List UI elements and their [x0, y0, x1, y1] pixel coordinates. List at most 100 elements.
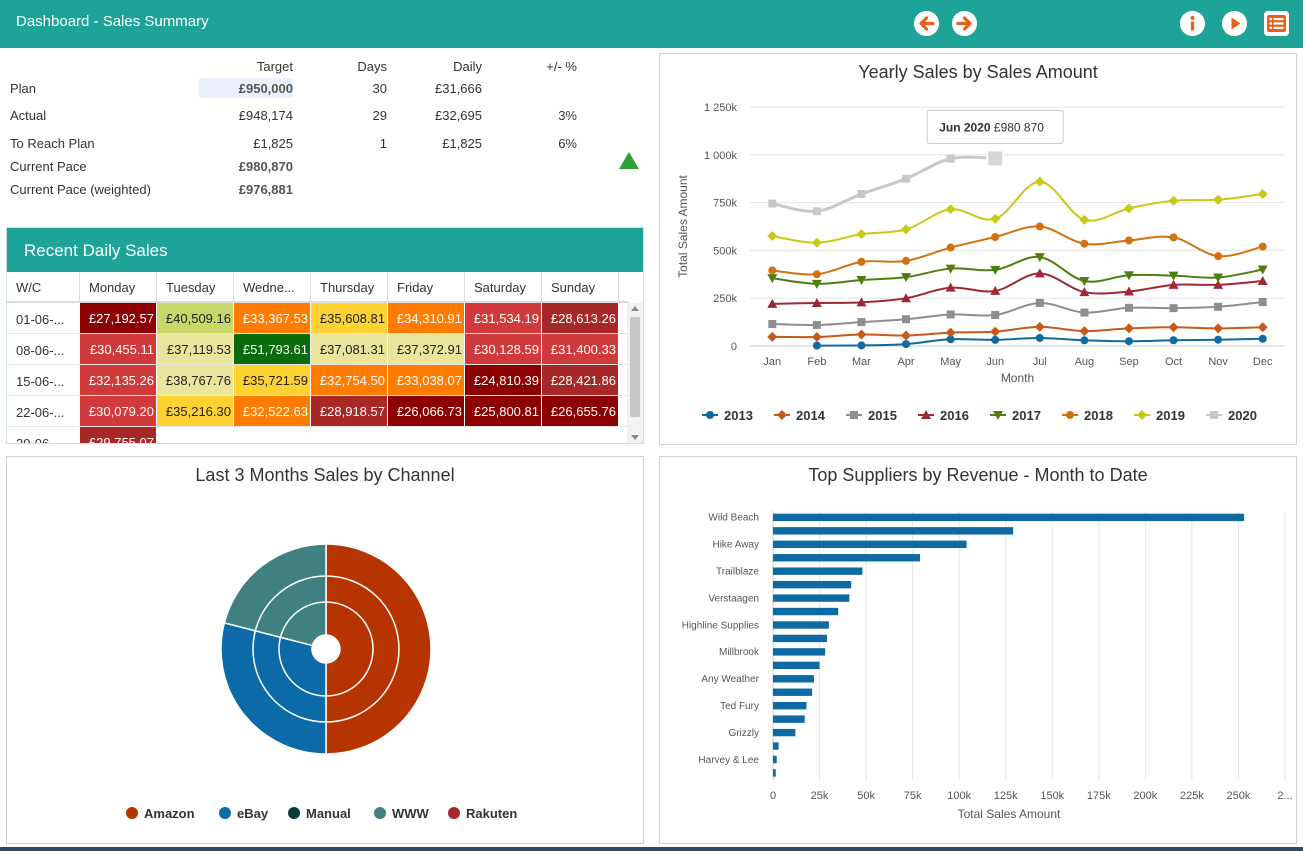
bar[interactable] — [773, 728, 796, 737]
play-button[interactable] — [1222, 11, 1247, 36]
menu-button[interactable] — [1264, 11, 1289, 36]
data-point — [1258, 334, 1267, 343]
panel-title: Recent Daily Sales — [7, 228, 643, 272]
sales-cell: £30,128.59 — [465, 334, 542, 364]
legend-item[interactable]: Manual — [288, 806, 351, 821]
legend-item[interactable]: 2017 — [990, 408, 1041, 423]
bar[interactable] — [773, 661, 820, 670]
scroll-down-icon[interactable] — [631, 435, 639, 440]
x-tick-label: 0 — [770, 790, 776, 802]
week-commencing-cell: 22-06-... — [7, 396, 80, 426]
yearly-sales-chart: 0 250k 500k 750k 1 000k 1 250k Jan Feb Mar Apr May… — [676, 102, 1285, 423]
data-point — [946, 310, 955, 319]
sales-cell: £30,455.11 — [80, 334, 157, 364]
bar[interactable] — [773, 715, 805, 723]
bar[interactable] — [773, 513, 1245, 522]
table-row[interactable]: 08-06-... £30,455.11 £37,119.53 £51,793.61 £… — [7, 334, 629, 365]
table-row[interactable]: 22-06-... £30,079.20 £35,216.30 £32,522.63 £… — [7, 396, 629, 427]
legend-item[interactable]: WWW — [374, 806, 430, 821]
data-point — [1123, 203, 1134, 214]
bar[interactable] — [773, 755, 777, 764]
info-button[interactable] — [1180, 11, 1205, 36]
forward-button[interactable] — [952, 11, 977, 36]
series-2020 — [768, 154, 1000, 216]
data-point — [1169, 233, 1178, 242]
bar[interactable] — [773, 540, 967, 548]
vertical-scrollbar[interactable] — [627, 303, 643, 443]
data-point — [768, 320, 777, 329]
legend-item[interactable]: eBay — [219, 806, 269, 821]
bar[interactable] — [773, 607, 839, 616]
data-point — [946, 154, 955, 163]
grid-col-header[interactable]: Thursday — [311, 272, 388, 301]
bar[interactable] — [773, 594, 850, 602]
chart-title: Last 3 Months Sales by Channel — [195, 465, 455, 485]
data-point — [946, 335, 955, 344]
table-row[interactable]: 29-06-... £29,755.07 — [7, 427, 629, 443]
sales-cell: £31,400.33 — [542, 334, 619, 364]
x-tick-label: Aug — [1075, 356, 1095, 368]
channel-sales-panel: Last 3 Months Sales by Channel Amazon eBa… — [6, 456, 644, 844]
row-label: Current Pace — [10, 159, 87, 174]
table-row[interactable]: 01-06-... £27,192.57 £40,509.16 £33,367.53 £… — [7, 303, 629, 334]
bar[interactable] — [773, 634, 827, 643]
x-tick-label: 50k — [857, 790, 875, 802]
legend-item[interactable]: 2020 — [1206, 408, 1257, 423]
legend-item[interactable]: 2016 — [918, 408, 969, 423]
grid-col-header[interactable]: Friday — [388, 272, 465, 301]
pie-slice-amazon[interactable] — [325, 543, 432, 755]
bar[interactable] — [773, 621, 829, 629]
bar[interactable] — [773, 648, 826, 656]
yearly-sales-panel: Yearly Sales by Sales Amount 0 250k 500k 75… — [659, 53, 1297, 445]
sales-cell: £27,192.57 — [80, 303, 157, 333]
data-point — [1123, 323, 1134, 334]
legend-item[interactable]: 2018 — [1062, 408, 1113, 423]
series-line — [772, 325, 1263, 339]
back-button[interactable] — [914, 11, 939, 36]
bar[interactable] — [773, 769, 776, 777]
grid-col-header[interactable]: Saturday — [465, 272, 542, 301]
actual-days: 29 — [372, 108, 387, 123]
x-tick-label: Jul — [1033, 356, 1047, 368]
grid-col-header[interactable]: Tuesday — [157, 272, 234, 301]
bar[interactable] — [773, 554, 921, 562]
data-point — [901, 273, 912, 283]
bar[interactable] — [773, 688, 813, 696]
legend-item[interactable]: Rakuten — [448, 806, 517, 821]
bar[interactable] — [773, 580, 852, 589]
bar[interactable] — [773, 527, 1014, 535]
grid-header: W/C Monday Tuesday Wedne... Thursday Friday Sa… — [7, 272, 629, 303]
legend-marker — [1210, 411, 1218, 419]
ring-divider — [252, 575, 400, 723]
bar[interactable] — [773, 742, 779, 750]
grid-body: 01-06-... £27,192.57 £40,509.16 £33,367.53 £… — [7, 303, 629, 443]
data-point — [1035, 333, 1044, 342]
col-daily: Daily — [453, 59, 482, 74]
sales-cell: £28,613.26 — [542, 303, 619, 333]
bar[interactable] — [773, 567, 863, 575]
list-icon — [1264, 11, 1289, 36]
data-point — [902, 256, 911, 265]
scroll-thumb[interactable] — [630, 317, 640, 417]
legend-item[interactable]: 2015 — [846, 408, 897, 423]
grid-col-header[interactable]: W/C — [7, 272, 80, 301]
table-row[interactable]: 15-06-... £32,135.26 £38,767.76 £35,721.59 £… — [7, 365, 629, 396]
row-label: Current Pace (weighted) — [10, 182, 151, 197]
x-tick-label: Apr — [897, 356, 914, 368]
bar[interactable] — [773, 701, 807, 710]
grid-col-header[interactable]: Sunday — [542, 272, 619, 301]
x-tick-label: 225k — [1180, 790, 1204, 802]
legend-item[interactable]: 2013 — [702, 408, 753, 423]
grid-col-header[interactable]: Monday — [80, 272, 157, 301]
legend-item[interactable]: 2014 — [774, 408, 826, 423]
week-commencing-cell: 15-06-... — [7, 365, 80, 395]
legend-item[interactable]: Amazon — [126, 806, 195, 821]
bar[interactable] — [773, 675, 814, 683]
series-2019 — [767, 176, 1268, 248]
legend-marker — [993, 411, 1003, 420]
grid-col-header[interactable]: Wedne... — [234, 272, 311, 301]
scroll-up-icon[interactable] — [631, 306, 639, 311]
legend-item[interactable]: 2019 — [1134, 408, 1185, 423]
category-label: Any Weather — [701, 674, 759, 685]
data-point — [1123, 271, 1134, 281]
